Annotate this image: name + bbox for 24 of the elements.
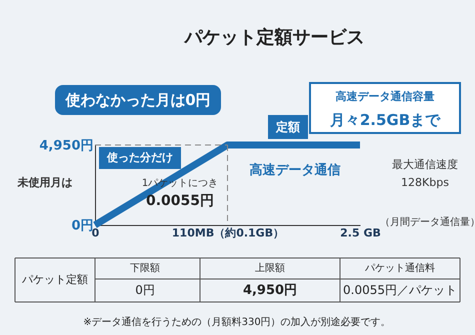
- text: 定額: [275, 120, 300, 134]
- x-axis-title: （月間データ通信量）: [380, 216, 475, 228]
- text: 未使用月は: [16, 176, 72, 189]
- text: 上限額: [255, 262, 285, 274]
- text: ※データ通信を行うための（月額料330円）の加入が別途必要です。: [83, 316, 391, 328]
- text: パケット通信料: [364, 262, 435, 274]
- text: 使わなかった月は0円: [64, 91, 211, 109]
- x-tick-label: 110MB（約0.1GB）: [172, 226, 284, 240]
- text: 高速データ通信容量: [336, 90, 434, 103]
- text: 下限額: [130, 262, 160, 274]
- text: 4,950円: [242, 283, 298, 298]
- text: 0.0055円／パケット: [343, 283, 457, 297]
- annotation: 1パケットにつき: [142, 178, 218, 189]
- x-tick-label: 0: [92, 226, 100, 240]
- text: 0円: [135, 283, 155, 297]
- annotation: 使った分だけ: [106, 151, 173, 164]
- text: 128Kbps: [401, 176, 450, 189]
- annotation: 0.0055円: [146, 193, 214, 209]
- text: 月々2.5GBまで: [328, 111, 442, 129]
- chart-title: パケット定額サービス: [184, 27, 364, 48]
- annotation: 高速データ通信: [250, 162, 340, 178]
- text: パケット定額: [21, 273, 88, 286]
- text: 最大通信速度: [392, 158, 458, 171]
- x-tick-label: 2.5 GB: [340, 226, 381, 240]
